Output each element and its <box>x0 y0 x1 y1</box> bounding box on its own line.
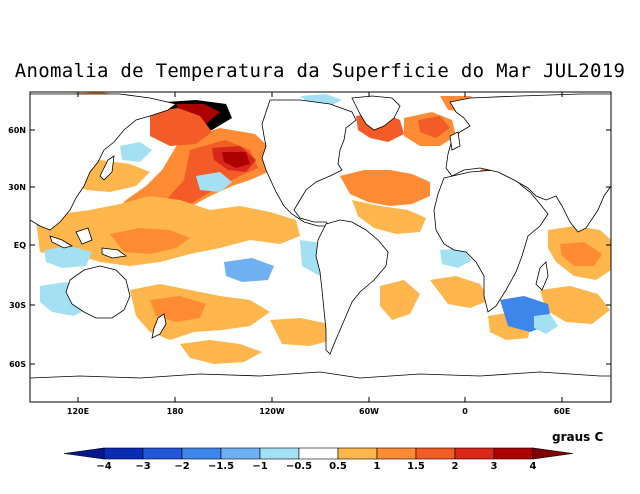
colorbar-swatch <box>103 447 144 460</box>
anomaly-patch <box>380 280 420 320</box>
colorbar-tick-label: −1.5 <box>207 461 235 472</box>
anomaly-patch <box>270 318 332 346</box>
lon-label-60e: 60E <box>553 407 571 416</box>
lon-label-120w: 120W <box>259 407 285 416</box>
anomaly-patch <box>418 116 450 138</box>
colorbar-tick-label: −4 <box>96 461 112 472</box>
anomaly-patch <box>222 152 250 168</box>
colorbar-swatch <box>376 447 417 460</box>
anomaly-patch <box>540 286 610 324</box>
colorbar-left-arrow <box>63 447 105 460</box>
map-border <box>29 91 612 403</box>
borneo <box>75 227 93 245</box>
colorbar-swatch <box>142 447 183 460</box>
colorbar-tick-label: 3 <box>490 461 498 472</box>
australia <box>65 265 131 319</box>
lat-label-eq: EQ <box>13 241 26 250</box>
anomaly-patch <box>560 242 602 266</box>
colorbar-swatch <box>415 447 456 460</box>
colorbar-tick-label: 1 <box>373 461 381 472</box>
asia-west-edge <box>30 93 177 231</box>
anomaly-patch <box>120 142 152 162</box>
british-isles <box>449 131 461 151</box>
colorbar-swatch <box>259 447 300 460</box>
colorbar <box>63 447 574 460</box>
colorbar-tick-label: −1 <box>252 461 268 472</box>
colorbar-tick-label: 4 <box>529 461 537 472</box>
anomaly-patch <box>534 314 558 334</box>
colorbar-swatch <box>337 447 378 460</box>
lon-label-0: 0 <box>462 407 468 416</box>
colorbar-swatch <box>493 447 534 460</box>
map-title: Anomalia de Temperatura da Superficie do… <box>14 60 626 82</box>
colorbar-tick-label: 0.5 <box>329 461 347 472</box>
colorbar-swatch <box>454 447 495 460</box>
colorbar-tick-label: 1.5 <box>407 461 425 472</box>
lat-label-30s: 30S <box>9 301 26 310</box>
anomaly-patch <box>352 200 426 234</box>
colorbar-swatch <box>220 447 261 460</box>
japan <box>99 155 115 181</box>
anomaly-patch <box>224 258 274 282</box>
indonesia <box>49 235 74 249</box>
new-zealand <box>151 313 167 339</box>
colorbar-units: graus C <box>552 430 604 444</box>
anomaly-patch <box>340 170 430 206</box>
south-america <box>315 219 389 355</box>
colorbar-tick-label: −0.5 <box>285 461 313 472</box>
madagascar <box>535 261 549 291</box>
antarctica <box>30 371 611 402</box>
africa <box>433 169 549 313</box>
lat-label-30n: 30N <box>8 183 26 192</box>
colorbar-swatch <box>181 447 222 460</box>
lat-label-60s: 60S <box>9 360 26 369</box>
greenland <box>351 95 401 131</box>
colorbar-tick-label: 2 <box>451 461 459 472</box>
anomaly-patch <box>110 228 190 254</box>
colorbar-right-arrow <box>532 447 574 460</box>
anomaly-patch <box>180 340 262 364</box>
coastlines <box>30 93 611 402</box>
anomaly-patch <box>150 108 212 146</box>
colorbar-swatch <box>298 447 339 460</box>
anomaly-patch <box>196 172 232 192</box>
anomaly-patch <box>44 246 92 268</box>
lon-label-60w: 60W <box>359 407 379 416</box>
lon-label-120e: 120E <box>66 407 90 416</box>
north-america <box>261 99 357 227</box>
anomaly-patch <box>440 248 472 268</box>
colorbar-tick-label: −2 <box>174 461 190 472</box>
anomaly-patch <box>430 276 490 308</box>
lat-label-60n: 60N <box>8 126 26 135</box>
colorbar-tick-label: −3 <box>135 461 151 472</box>
lon-label-180: 180 <box>166 407 184 416</box>
new-guinea <box>101 247 128 259</box>
